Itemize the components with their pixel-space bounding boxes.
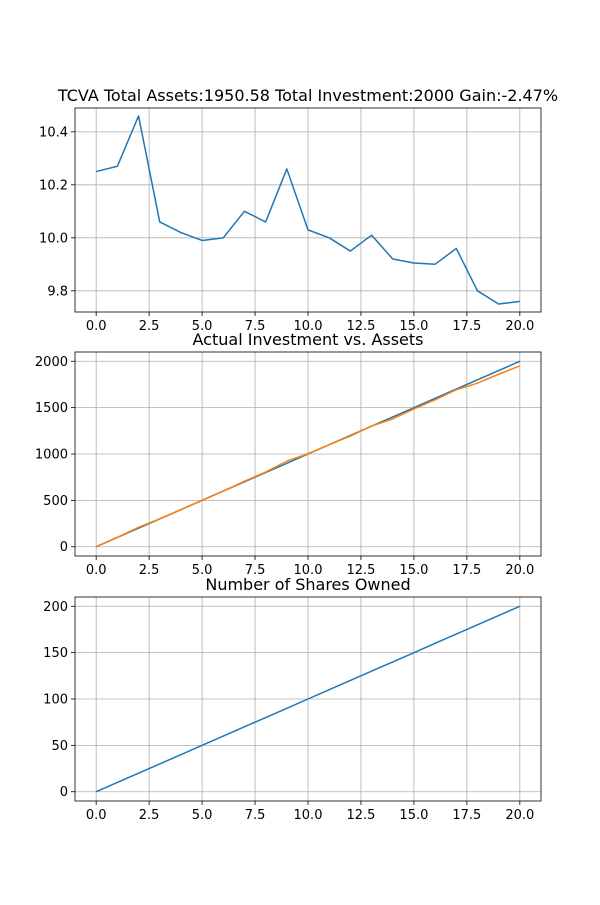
y-tick-label: 10.2 <box>39 178 68 193</box>
y-tick-label: 10.4 <box>39 125 68 140</box>
x-tick-label: 10.0 <box>294 808 323 823</box>
x-tick-label: 5.0 <box>192 319 213 334</box>
y-tick-label: 0 <box>60 785 68 800</box>
x-tick-label: 17.5 <box>452 808 481 823</box>
y-tick-label: 1500 <box>35 401 68 416</box>
y-tick-label: 50 <box>51 739 68 754</box>
x-tick-label: 7.5 <box>245 563 266 578</box>
x-tick-label: 0.0 <box>86 319 107 334</box>
subplot: 0.0 2.5 5.0 7.5 10.0 12.5 15.0 17.5 20.0 0 500 1000… <box>35 330 542 578</box>
x-tick-label: 15.0 <box>399 319 428 334</box>
x-tick-label: 5.0 <box>192 808 213 823</box>
y-tick-label: 2000 <box>35 355 68 370</box>
x-tick-label: 17.5 <box>452 563 481 578</box>
chart-title: Number of Shares Owned <box>205 575 410 594</box>
chart-title: TCVA Total Assets:1950.58 Total Investme… <box>57 86 558 105</box>
y-tick-label: 10.0 <box>39 231 68 246</box>
x-tick-label: 10.0 <box>294 319 323 334</box>
series-line <box>95 365 521 548</box>
y-tick-label: 150 <box>43 646 68 661</box>
x-tick-label: 15.0 <box>399 563 428 578</box>
x-tick-label: 12.5 <box>346 319 375 334</box>
x-tick-label: 20.0 <box>505 563 534 578</box>
series-line <box>95 115 520 305</box>
x-tick-label: 12.5 <box>346 808 375 823</box>
x-tick-label: 17.5 <box>452 319 481 334</box>
y-tick-label: 500 <box>43 494 68 509</box>
x-tick-label: 0.0 <box>86 808 107 823</box>
y-tick-label: 100 <box>43 693 68 708</box>
x-tick-label: 7.5 <box>245 319 266 334</box>
x-tick-label: 2.5 <box>139 319 160 334</box>
x-tick-label: 2.5 <box>139 808 160 823</box>
x-tick-label: 20.0 <box>505 808 534 823</box>
x-tick-label: 5.0 <box>192 563 213 578</box>
series-line <box>95 605 521 793</box>
subplots: 0.0 2.5 5.0 7.5 10.0 12.5 15.0 17.5 20.0 9.8 10.0 1… <box>35 86 558 823</box>
x-tick-label: 15.0 <box>399 808 428 823</box>
y-tick-label: 9.8 <box>47 284 68 299</box>
y-tick-label: 0 <box>60 540 68 555</box>
subplot: 0.0 2.5 5.0 7.5 10.0 12.5 15.0 17.5 20.0 0 50 100 15… <box>43 575 542 823</box>
x-tick-label: 12.5 <box>346 563 375 578</box>
y-tick-label: 200 <box>43 600 68 615</box>
x-tick-label: 20.0 <box>505 319 534 334</box>
y-tick-label: 1000 <box>35 448 68 463</box>
x-tick-label: 2.5 <box>139 563 160 578</box>
subplot: 0.0 2.5 5.0 7.5 10.0 12.5 15.0 17.5 20.0 9.8 10.0 1… <box>39 86 558 334</box>
x-tick-label: 7.5 <box>245 808 266 823</box>
chart-title: Actual Investment vs. Assets <box>193 330 424 349</box>
x-tick-label: 0.0 <box>86 563 107 578</box>
x-tick-label: 10.0 <box>294 563 323 578</box>
